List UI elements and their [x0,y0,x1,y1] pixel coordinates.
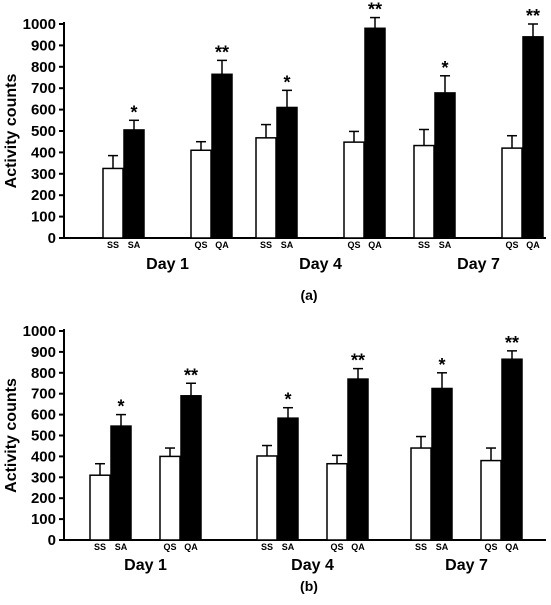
panel-label: (b) [300,578,318,594]
bar [522,36,544,239]
y-tick-label: 300 [31,469,56,486]
bar-label: QA [368,240,382,250]
significance-marker: ** [368,0,382,20]
bar-label: SS [415,542,427,552]
significance-marker: ** [526,6,540,26]
y-axis-title: Activity counts [3,378,20,493]
bar [256,455,278,541]
y-tick-label: 800 [31,59,56,76]
group-label: Day 1 [146,256,189,273]
y-tick-label: 800 [31,365,56,382]
y-tick-label: 700 [31,80,56,97]
y-axis-title: Activity counts [3,74,20,189]
y-tick-label: 1000 [23,16,56,33]
bar-label: SS [260,240,272,250]
y-tick-label: 500 [31,123,56,140]
significance-marker: ** [351,351,365,371]
significance-marker: ** [215,42,229,62]
bar-label: QS [194,240,207,250]
bar-label: SA [115,542,128,552]
significance-marker: * [117,397,124,417]
bar [480,459,502,541]
bar [255,137,277,239]
bar [110,425,132,541]
significance-marker: * [283,72,290,92]
bar-label: SA [439,240,452,250]
bar-label: QS [505,240,518,250]
significance-marker: ** [505,333,519,353]
bar-label: QA [526,240,540,250]
bar [211,73,233,239]
bar-label: QA [351,542,365,552]
bar-label: SS [107,240,119,250]
bar-label: SA [436,542,449,552]
bar-label: QA [215,240,229,250]
bar-label: QA [505,542,519,552]
bar [501,358,523,541]
chart-panel-1: 0 100 200 300 400 500 600 700 800 900 1000 Activity… [3,0,546,303]
y-tick-label: 200 [31,187,56,204]
group-label: Day 4 [299,256,342,273]
y-tick-label: 700 [31,386,56,403]
bar-label: SA [282,542,295,552]
y-tick-label: 600 [31,407,56,424]
y-tick-label: 100 [31,209,56,226]
group-label: Day 4 [291,557,334,574]
y-tick-label: 200 [31,490,56,507]
y-tick-label: 400 [31,144,56,161]
y-tick-label: 300 [31,166,56,183]
bar-label: SS [261,542,273,552]
bar [123,129,145,239]
group-label: Day 1 [124,557,167,574]
y-tick-label: 600 [31,102,56,119]
bar [180,395,202,541]
bar [159,455,181,541]
bar-label: SS [94,542,106,552]
y-tick-label: 0 [48,532,56,549]
bar [413,144,435,239]
bar [501,147,523,239]
group-label: Day 7 [457,256,500,273]
bar-label: QS [484,542,497,552]
significance-marker: ** [184,365,198,385]
y-tick-label: 400 [31,448,56,465]
bar [277,417,299,541]
bar [190,149,212,239]
bar [276,106,298,239]
bar-label: SA [128,240,141,250]
y-tick-label: 100 [31,511,56,528]
bar [102,167,124,239]
bar-label: SS [418,240,430,250]
bar [434,92,456,239]
significance-marker: * [130,102,137,122]
bar [347,378,369,541]
bar-label: QA [184,542,198,552]
bar [364,27,386,239]
panel-label: (a) [300,287,317,303]
bar-label: QS [163,542,176,552]
bar-label: QS [330,542,343,552]
significance-marker: * [441,58,448,78]
significance-marker: * [438,355,445,375]
y-tick-label: 500 [31,428,56,445]
y-tick-label: 900 [31,37,56,54]
bar-label: SA [281,240,294,250]
bar-label: QS [347,240,360,250]
bar [410,447,432,541]
y-tick-label: 0 [48,230,56,247]
significance-marker: * [284,390,291,410]
y-tick-label: 900 [31,344,56,361]
bar [431,387,453,541]
bar [343,141,365,239]
y-tick-label: 1000 [23,323,56,340]
bar [326,462,348,541]
bar [89,474,111,541]
group-label: Day 7 [445,557,488,574]
chart-panel-2: 0 100 200 300 400 500 600 700 800 900 1000 Activity… [3,323,546,594]
